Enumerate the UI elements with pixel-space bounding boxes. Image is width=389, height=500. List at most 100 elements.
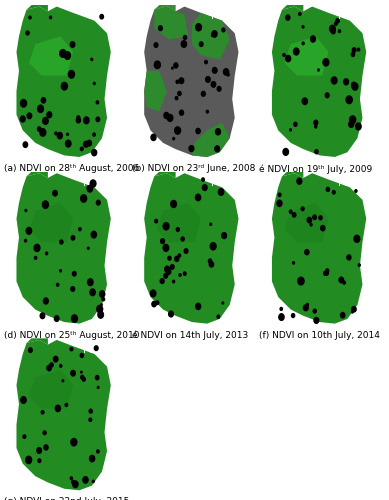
Circle shape (90, 289, 95, 296)
Circle shape (88, 248, 89, 250)
Circle shape (81, 372, 82, 373)
Circle shape (61, 82, 67, 90)
Circle shape (179, 274, 181, 276)
Text: (g) NDVI on 22nd July, 2015: (g) NDVI on 22nd July, 2015 (4, 498, 129, 500)
Circle shape (218, 188, 224, 196)
Circle shape (26, 228, 32, 234)
Circle shape (321, 226, 325, 231)
Text: (b) NDVI on 23ʳᵈ June, 2008: (b) NDVI on 23ʳᵈ June, 2008 (131, 164, 255, 173)
Text: Post-fire: Post-fire (338, 12, 381, 22)
Circle shape (38, 105, 44, 112)
Circle shape (70, 477, 72, 480)
Circle shape (302, 98, 307, 104)
Circle shape (318, 69, 319, 71)
Circle shape (87, 186, 89, 189)
Circle shape (212, 68, 217, 73)
Circle shape (72, 272, 76, 276)
Circle shape (358, 264, 360, 266)
Circle shape (350, 116, 356, 124)
Circle shape (27, 113, 32, 118)
Circle shape (164, 274, 168, 278)
Circle shape (310, 36, 315, 42)
Circle shape (196, 128, 200, 134)
Circle shape (175, 127, 180, 134)
Circle shape (34, 244, 40, 252)
Circle shape (200, 42, 203, 46)
Circle shape (154, 43, 158, 48)
Circle shape (286, 56, 291, 62)
Text: Post-fire: Post-fire (211, 178, 254, 188)
Circle shape (83, 476, 88, 483)
Circle shape (277, 200, 282, 206)
Circle shape (79, 228, 81, 230)
Circle shape (97, 386, 99, 388)
Circle shape (210, 223, 212, 226)
Circle shape (183, 272, 186, 276)
Circle shape (355, 190, 357, 192)
Circle shape (202, 178, 204, 181)
Circle shape (351, 52, 355, 56)
Circle shape (314, 318, 319, 324)
Circle shape (315, 126, 317, 128)
Circle shape (286, 15, 290, 20)
Circle shape (336, 19, 339, 23)
Circle shape (168, 256, 171, 260)
Circle shape (165, 266, 170, 272)
Circle shape (279, 314, 284, 320)
Circle shape (343, 281, 345, 284)
Circle shape (174, 63, 178, 68)
Circle shape (100, 14, 103, 19)
Circle shape (26, 456, 32, 464)
Circle shape (60, 240, 63, 244)
Circle shape (71, 236, 75, 240)
Circle shape (212, 30, 217, 37)
Circle shape (60, 364, 62, 367)
Text: Pre-fire: Pre-fire (88, 12, 126, 22)
Circle shape (163, 244, 169, 252)
Circle shape (47, 112, 52, 117)
Circle shape (289, 210, 292, 214)
Circle shape (80, 354, 84, 358)
Circle shape (152, 302, 156, 307)
Circle shape (21, 396, 26, 404)
Circle shape (98, 312, 103, 318)
Circle shape (315, 150, 318, 154)
Circle shape (178, 92, 181, 96)
Circle shape (329, 26, 335, 32)
Circle shape (227, 74, 229, 76)
Text: Post-fire: Post-fire (83, 178, 126, 188)
Circle shape (356, 123, 361, 130)
Circle shape (283, 148, 289, 156)
Circle shape (196, 24, 202, 31)
Circle shape (25, 210, 27, 212)
Circle shape (206, 110, 209, 113)
Circle shape (301, 207, 304, 210)
Circle shape (202, 184, 207, 190)
Circle shape (88, 279, 93, 285)
Circle shape (291, 314, 294, 318)
Circle shape (195, 194, 201, 200)
Circle shape (184, 249, 188, 254)
Circle shape (96, 101, 99, 104)
Circle shape (343, 79, 349, 85)
Circle shape (102, 298, 105, 301)
Circle shape (325, 93, 329, 98)
Circle shape (50, 363, 53, 367)
Circle shape (210, 242, 216, 250)
Circle shape (314, 120, 318, 125)
Circle shape (60, 50, 66, 58)
Circle shape (338, 30, 340, 32)
Circle shape (211, 82, 216, 87)
Circle shape (37, 448, 42, 454)
Circle shape (280, 308, 282, 310)
Circle shape (95, 376, 99, 380)
Circle shape (354, 236, 360, 242)
Circle shape (222, 302, 224, 304)
Circle shape (163, 222, 169, 230)
Circle shape (155, 220, 158, 223)
Circle shape (82, 378, 85, 381)
Circle shape (332, 190, 335, 194)
Text: (f) NDVI on 10th July, 2014: (f) NDVI on 10th July, 2014 (259, 331, 380, 340)
Circle shape (70, 42, 75, 48)
Circle shape (326, 188, 329, 192)
